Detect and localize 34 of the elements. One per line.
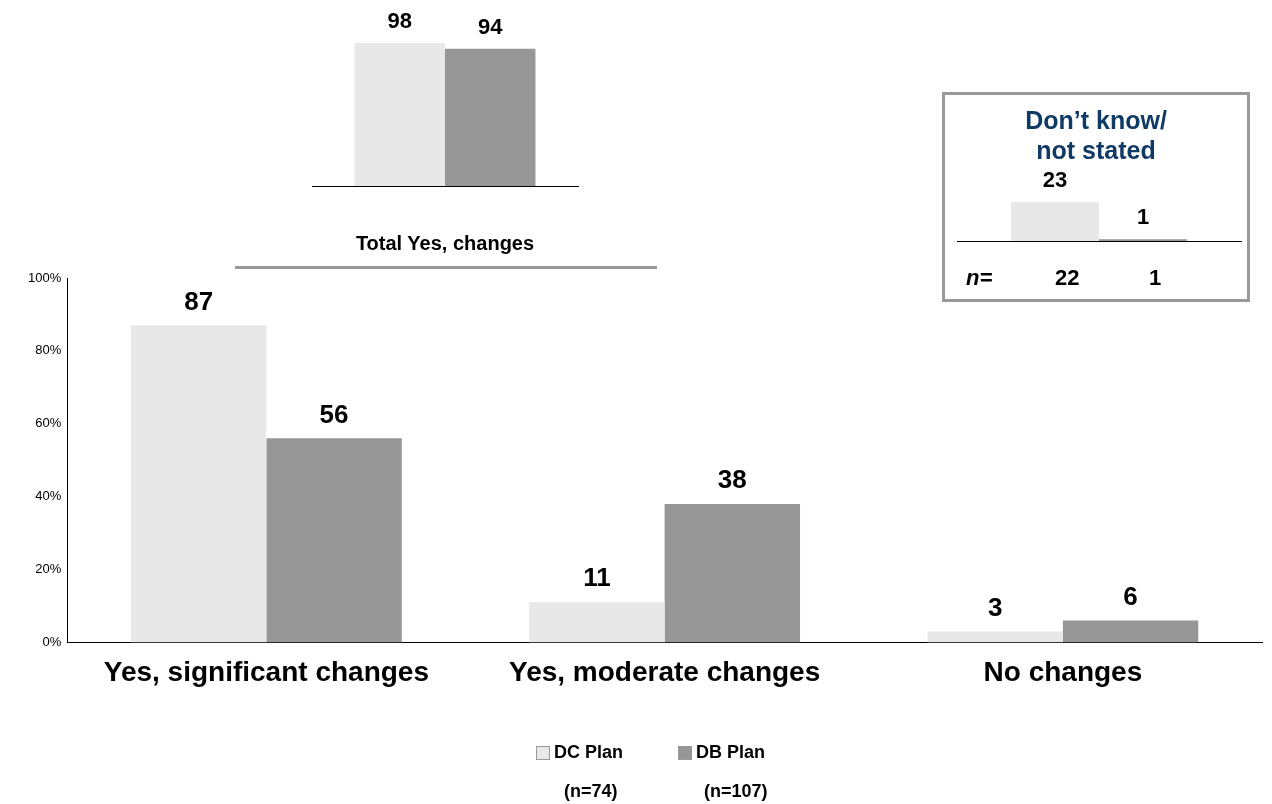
data-label: 11	[583, 562, 611, 593]
annotation: 1	[1149, 265, 1162, 291]
y-tick-label: 100%	[28, 269, 62, 285]
bar	[130, 325, 267, 643]
bar	[927, 631, 1063, 643]
data-label: 87	[184, 285, 214, 316]
x-axis-title: Total Yes, changes	[354, 232, 536, 255]
y-tick-label: 60%	[35, 415, 62, 431]
text: (n=74)	[563, 781, 619, 802]
y-tick-label: 20%	[35, 561, 62, 577]
data-label: 98	[387, 7, 413, 33]
y-tick-label: 40%	[35, 488, 62, 504]
legend-label: DB Plan	[696, 742, 766, 763]
legend-label: DC Plan	[554, 742, 624, 763]
x-tick-label: Yes, significant changes	[103, 655, 429, 687]
data-label: 94	[477, 13, 504, 39]
bar	[266, 438, 402, 643]
data-label: 1	[1136, 204, 1150, 230]
chart-title: Don’t know/ not stated	[1024, 105, 1168, 165]
bar	[664, 503, 801, 643]
annotation: 22	[1055, 265, 1080, 291]
x-tick-label: No changes	[983, 655, 1143, 687]
data-label: 23	[1042, 166, 1068, 192]
data-label: 6	[1123, 580, 1138, 611]
bar	[1062, 620, 1199, 643]
data-label: 56	[319, 398, 349, 429]
y-tick-label: 0%	[42, 633, 62, 649]
text: (n=107)	[703, 781, 769, 802]
x-tick-label: Yes, moderate changes	[508, 655, 821, 687]
data-label: 3	[987, 591, 1003, 622]
data-label: 38	[717, 464, 747, 495]
bar	[529, 602, 665, 643]
annotation: n=	[966, 265, 993, 291]
y-tick-label: 80%	[35, 342, 62, 358]
